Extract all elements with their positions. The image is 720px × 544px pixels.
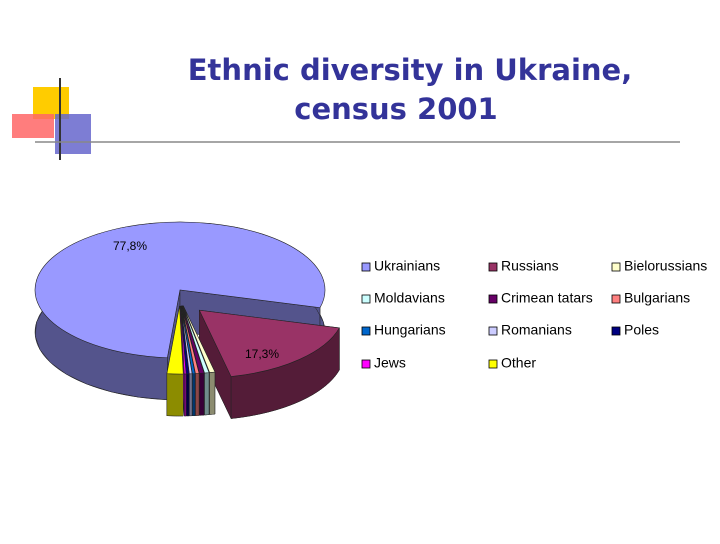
slice	[182, 305, 216, 373]
slice-side	[199, 372, 205, 416]
slice-side	[184, 373, 187, 417]
legend-swatch	[361, 359, 371, 369]
slice	[182, 305, 210, 374]
legend-swatch	[611, 326, 621, 336]
slice	[34, 221, 326, 359]
slice-side	[186, 373, 190, 417]
slice	[181, 305, 200, 374]
slice	[198, 309, 340, 377]
legend-label: Poles	[624, 322, 659, 338]
slice-side	[209, 371, 216, 415]
legend-swatch	[488, 326, 498, 336]
slice-side	[195, 373, 200, 416]
legend-swatch	[361, 326, 371, 336]
slice	[181, 305, 196, 375]
legend-swatch	[488, 294, 498, 304]
legend-label: Russians	[501, 258, 559, 274]
legend-label: Other	[501, 355, 536, 371]
legend-label: Crimean tatars	[501, 290, 593, 306]
slice	[166, 305, 184, 375]
slice-side	[192, 373, 196, 417]
legend-label: Jews	[374, 355, 406, 371]
deco-square	[12, 114, 54, 138]
legend-label: Romanians	[501, 322, 572, 338]
legend-swatch	[361, 262, 371, 272]
data-label: 17,3%	[245, 347, 279, 361]
slice	[180, 305, 187, 375]
chart-title: census 2001	[294, 92, 497, 126]
slice-side	[204, 372, 210, 416]
legend-label: Bulgarians	[624, 290, 690, 306]
legend-swatch	[488, 359, 498, 369]
slice-side	[189, 373, 193, 417]
legend-swatch	[611, 262, 621, 272]
legend-label: Ukrainians	[374, 258, 440, 274]
legend-label: Bielorussians	[624, 258, 707, 274]
slice	[181, 305, 205, 374]
slice	[180, 305, 193, 375]
legend-swatch	[611, 294, 621, 304]
legend-swatch	[361, 294, 371, 304]
legend-label: Hungarians	[374, 322, 446, 338]
legend-swatch	[488, 262, 498, 272]
chart-title: Ethnic diversity in Ukraine,	[188, 53, 633, 87]
slice-side	[166, 373, 184, 417]
legend-label: Moldavians	[374, 290, 445, 306]
deco-square	[33, 87, 69, 119]
data-label: 77,8%	[113, 239, 147, 253]
